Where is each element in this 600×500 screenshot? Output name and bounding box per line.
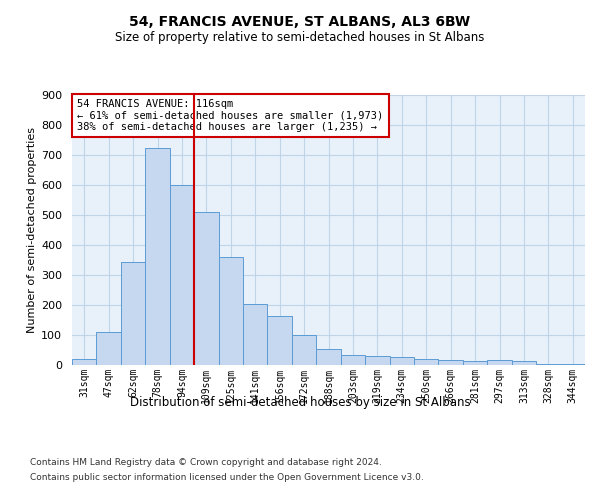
Text: Contains public sector information licensed under the Open Government Licence v3: Contains public sector information licen… (30, 473, 424, 482)
Bar (145, 148, 170, 365)
Text: 54 FRANCIS AVENUE: 116sqm
← 61% of semi-detached houses are smaller (1,973)
38% : 54 FRANCIS AVENUE: 116sqm ← 61% of semi-… (77, 99, 383, 132)
Bar (414, 359, 439, 365)
Bar (463, 360, 487, 365)
Bar (439, 360, 463, 365)
Bar (97, 332, 121, 365)
Text: 54, FRANCIS AVENUE, ST ALBANS, AL3 6BW: 54, FRANCIS AVENUE, ST ALBANS, AL3 6BW (130, 16, 470, 30)
Bar (487, 360, 512, 365)
Bar (170, 185, 194, 365)
Bar (194, 212, 218, 365)
Text: Distribution of semi-detached houses by size in St Albans: Distribution of semi-detached houses by … (130, 396, 470, 409)
Bar (512, 362, 536, 365)
Bar (218, 257, 243, 365)
Text: Contains HM Land Registry data © Crown copyright and database right 2024.: Contains HM Land Registry data © Crown c… (30, 458, 382, 467)
Y-axis label: Number of semi-detached properties: Number of semi-detached properties (27, 127, 37, 333)
Bar (316, 348, 341, 365)
Bar (341, 354, 365, 365)
Bar (536, 364, 560, 365)
Bar (292, 335, 316, 365)
Bar (121, 262, 145, 365)
Bar (389, 356, 414, 365)
Bar (365, 356, 389, 365)
Bar (268, 316, 292, 365)
Bar (560, 364, 585, 365)
Bar (72, 359, 97, 365)
Bar (243, 304, 268, 365)
Text: Size of property relative to semi-detached houses in St Albans: Size of property relative to semi-detach… (115, 31, 485, 44)
